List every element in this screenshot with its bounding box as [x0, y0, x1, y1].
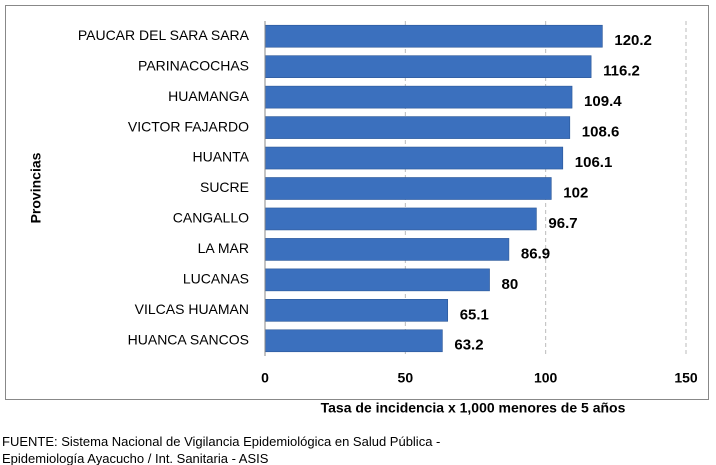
- y-tick-label: HUANTA: [192, 149, 249, 165]
- y-tick-label: HUANCA SANCOS: [128, 331, 249, 347]
- value-label: 63.2: [454, 337, 483, 354]
- bar: [264, 55, 592, 78]
- bar: [264, 268, 490, 292]
- bar: [264, 24, 603, 48]
- value-label: 65.1: [460, 306, 489, 323]
- value-label: 102: [563, 184, 588, 201]
- value-label: 120.2: [614, 32, 652, 49]
- value-label: 116.2: [603, 63, 640, 80]
- x-tick-label: 100: [534, 370, 558, 386]
- y-tick-label: VICTOR FAJARDO: [128, 118, 249, 134]
- y-tick-label: SUCRE: [200, 179, 249, 195]
- bar: [264, 238, 510, 261]
- bar: [264, 146, 564, 170]
- y-axis-title: Provincias: [28, 152, 44, 223]
- value-label: 80: [502, 276, 519, 293]
- value-label: 106.1: [575, 154, 613, 171]
- x-axis-title: Tasa de incidencia x 1,000 menores de 5 …: [321, 400, 626, 416]
- y-tick-label: LA MAR: [198, 240, 249, 256]
- y-tick-label: VILCAS HUAMAN: [135, 301, 249, 317]
- x-tick-label: 0: [261, 370, 269, 386]
- bar: [264, 177, 552, 200]
- bar: [264, 329, 443, 353]
- y-tick-label: CANGALLO: [173, 210, 249, 226]
- y-tick-label: PAUCAR DEL SARA SARA: [78, 27, 250, 43]
- value-label: 96.7: [548, 215, 577, 232]
- bar: [264, 116, 571, 139]
- value-label: 86.9: [521, 245, 550, 262]
- bar: [264, 299, 449, 322]
- bar: [264, 85, 573, 109]
- x-tick-label: 150: [674, 370, 698, 386]
- y-tick-label: LUCANAS: [183, 271, 249, 287]
- value-label: 108.6: [582, 124, 620, 141]
- y-tick-label: PARINACOCHAS: [138, 57, 249, 73]
- source-line: FUENTE: Sistema Nacional de Vigilancia E…: [2, 434, 440, 449]
- bar: [264, 207, 537, 231]
- x-tick-label: 50: [398, 370, 414, 386]
- y-tick-label: HUAMANGA: [168, 88, 250, 104]
- source-line: Epidemiología Ayacucho / Int. Sanitaria …: [2, 451, 269, 465]
- value-label: 109.4: [584, 93, 622, 110]
